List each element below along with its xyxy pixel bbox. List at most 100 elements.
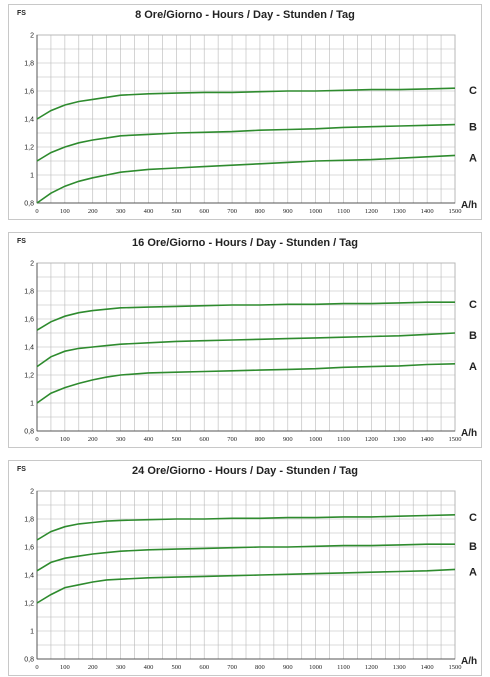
series-label-B: B: [469, 541, 477, 553]
y-tick-label: 0,8: [24, 429, 34, 436]
y-axis-label: FS: [17, 10, 26, 17]
series-line-B: [36, 123, 456, 162]
x-tick-label: 400: [144, 436, 154, 443]
x-tick-label: 1100: [337, 208, 350, 215]
y-axis-label: FS: [17, 466, 26, 473]
chart-plot: 0,8 1 1,2 1,4 1,6 1,8 2 0 100 200 300 400 500 600 700 8…: [24, 33, 477, 216]
x-axis-label: A/h: [461, 656, 478, 667]
x-tick-label: 1200: [365, 208, 378, 215]
y-tick-label: 1: [30, 629, 34, 636]
x-tick-label: 1400: [421, 436, 434, 443]
x-tick-label: 1300: [393, 664, 406, 671]
chart-panel-16h: FS 16 Ore/Giorno - Hours / Day - Stunden…: [8, 232, 482, 448]
series-line-C: [36, 301, 455, 331]
x-tick-label: 700: [227, 436, 237, 443]
x-tick-label: 200: [88, 208, 98, 215]
chart-plot: 0,8 1 1,2 1,4 1,6 1,8 2 0 100 200 300 400 500 600 700 8…: [24, 489, 477, 672]
y-tick-label: 0,8: [24, 657, 34, 664]
x-tick-label: 0: [35, 436, 38, 443]
chart-title: 16 Ore/Giorno - Hours / Day - Stunden / …: [132, 237, 358, 249]
y-tick-label: 1,2: [24, 145, 34, 152]
x-tick-label: 1000: [309, 208, 322, 215]
chart-panel-24h: FS 24 Ore/Giorno - Hours / Day - Stunden…: [8, 460, 482, 676]
x-tick-label: 600: [199, 664, 209, 671]
x-axis-label: A/h: [461, 428, 478, 439]
y-tick-label: 1,6: [24, 545, 34, 552]
x-tick-label: 500: [171, 436, 181, 443]
series-line-A: [36, 568, 456, 604]
y-tick-label: 2: [30, 261, 34, 268]
y-tick-label: 2: [30, 33, 34, 40]
x-tick-label: 600: [199, 436, 209, 443]
series-line-B: [36, 332, 456, 368]
y-tick-label: 0,8: [24, 201, 34, 208]
y-tick-label: 1,8: [24, 517, 34, 524]
chart-plot: 0,8 1 1,2 1,4 1,6 1,8 2 0 100 200 300 400 500 600 700 8…: [24, 261, 477, 444]
x-tick-label: 500: [171, 664, 181, 671]
x-tick-label: 200: [88, 436, 98, 443]
x-tick-label: 700: [227, 208, 237, 215]
x-tick-label: 100: [60, 436, 70, 443]
series-line-C: [36, 87, 456, 120]
x-tick-label: 1500: [449, 664, 462, 671]
series-label-C: C: [469, 85, 477, 97]
series-label-C: C: [469, 512, 477, 524]
chart-title: 24 Ore/Giorno - Hours / Day - Stunden / …: [132, 465, 358, 477]
x-tick-label: 1100: [337, 436, 350, 443]
y-tick-label: 1,2: [24, 373, 34, 380]
x-tick-label: 300: [116, 436, 126, 443]
x-tick-label: 1300: [393, 208, 406, 215]
x-tick-label: 600: [199, 208, 209, 215]
y-tick-label: 1,2: [24, 601, 34, 608]
series-line-A: [36, 154, 456, 204]
x-tick-label: 800: [255, 664, 265, 671]
y-tick-label: 1,4: [24, 117, 34, 124]
x-tick-label: 1500: [449, 436, 462, 443]
x-tick-label: 1400: [421, 208, 434, 215]
series-label-A: A: [469, 566, 477, 578]
x-tick-label: 1400: [421, 664, 434, 671]
x-tick-label: 800: [255, 436, 265, 443]
chart-title: 8 Ore/Giorno - Hours / Day - Stunden / T…: [135, 9, 355, 21]
series-label-C: C: [469, 299, 477, 311]
x-tick-label: 1000: [309, 436, 322, 443]
chart-panel-8h: FS 8 Ore/Giorno - Hours / Day - Stunden …: [8, 4, 482, 220]
y-tick-label: 1: [30, 401, 34, 408]
y-tick-label: 1,8: [24, 61, 34, 68]
series-label-B: B: [469, 122, 477, 134]
x-tick-label: 0: [35, 208, 38, 215]
y-tick-label: 2: [30, 489, 34, 496]
x-tick-label: 100: [60, 208, 70, 215]
x-tick-label: 300: [116, 664, 126, 671]
x-tick-label: 100: [60, 664, 70, 671]
y-tick-label: 1,4: [24, 345, 34, 352]
x-tick-label: 1200: [365, 436, 378, 443]
series-label-A: A: [469, 361, 477, 373]
y-tick-label: 1,6: [24, 317, 34, 324]
y-tick-label: 1,8: [24, 289, 34, 296]
x-tick-label: 1200: [365, 664, 378, 671]
x-tick-label: 500: [171, 208, 181, 215]
x-tick-label: 1300: [393, 436, 406, 443]
x-tick-label: 0: [35, 664, 38, 671]
x-tick-label: 700: [227, 664, 237, 671]
x-tick-label: 400: [144, 208, 154, 215]
series-label-B: B: [469, 330, 477, 342]
x-tick-label: 1100: [337, 664, 350, 671]
x-tick-label: 200: [88, 664, 98, 671]
x-tick-label: 900: [283, 664, 293, 671]
y-axis-label: FS: [17, 238, 26, 245]
y-tick-label: 1,4: [24, 573, 34, 580]
x-tick-label: 400: [144, 664, 154, 671]
x-tick-label: 800: [255, 208, 265, 215]
y-tick-label: 1,6: [24, 89, 34, 96]
series-line-C: [36, 514, 456, 541]
series-line-A: [36, 363, 456, 404]
x-axis-label: A/h: [461, 200, 478, 211]
x-tick-label: 900: [283, 208, 293, 215]
series-line-B: [36, 543, 455, 572]
x-tick-label: 1500: [449, 208, 462, 215]
series-label-A: A: [469, 152, 477, 164]
y-tick-label: 1: [30, 173, 34, 180]
x-tick-label: 900: [283, 436, 293, 443]
